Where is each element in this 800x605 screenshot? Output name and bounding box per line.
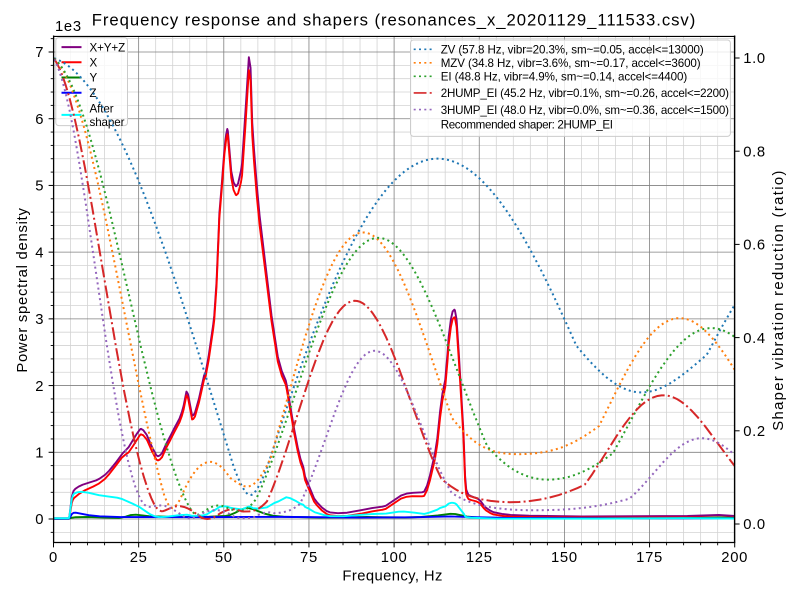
svg-text:0.8: 0.8 [743,144,766,160]
svg-text:0: 0 [49,550,58,566]
svg-text:125: 125 [466,550,493,566]
svg-text:shaper: shaper [90,116,125,129]
svg-text:0.0: 0.0 [743,517,766,533]
svg-text:75: 75 [300,550,318,566]
svg-text:50: 50 [215,550,233,566]
svg-text:100: 100 [381,550,408,566]
svg-text:MZV (34.8 Hz, vibr=3.6%, sm~=0: MZV (34.8 Hz, vibr=3.6%, sm~=0.17, accel… [441,57,701,70]
svg-text:0.6: 0.6 [743,238,766,254]
svg-text:3HUMP_EI (48.0 Hz, vibr=0.0%,: 3HUMP_EI (48.0 Hz, vibr=0.0%, sm~=0.36, … [441,104,729,117]
svg-text:1e3: 1e3 [55,19,82,35]
svg-text:ZV (57.8 Hz, vibr=20.3%, sm~=0: ZV (57.8 Hz, vibr=20.3%, sm~=0.05, accel… [441,44,704,57]
svg-text:6: 6 [35,112,44,128]
svg-text:25: 25 [130,550,148,566]
svg-text:Recommended shaper: 2HUMP_EI: Recommended shaper: 2HUMP_EI [441,119,613,132]
svg-text:Y: Y [90,72,98,85]
svg-text:Frequency response and shapers: Frequency response and shapers (resonanc… [92,11,696,30]
svg-text:7: 7 [35,45,44,61]
svg-text:X: X [90,57,98,70]
svg-text:After: After [90,102,114,115]
svg-text:3: 3 [35,312,44,328]
svg-text:Shaper vibration reduction (ra: Shaper vibration reduction (ratio) [771,169,787,430]
svg-text:Power spectral density: Power spectral density [15,207,31,372]
svg-text:5: 5 [35,179,44,195]
svg-text:1: 1 [35,445,44,461]
svg-text:200: 200 [721,550,748,566]
svg-text:4: 4 [35,245,44,261]
svg-text:0.4: 0.4 [743,331,766,347]
svg-text:0.2: 0.2 [743,424,766,440]
svg-text:150: 150 [551,550,578,566]
svg-text:175: 175 [636,550,663,566]
svg-text:Frequency, Hz: Frequency, Hz [342,569,442,585]
svg-text:1.0: 1.0 [743,51,766,67]
svg-text:EI (48.8 Hz, vibr=4.9%, sm~=0.: EI (48.8 Hz, vibr=4.9%, sm~=0.14, accel<… [441,71,688,84]
svg-text:2: 2 [35,379,44,395]
svg-text:X+Y+Z: X+Y+Z [90,41,126,54]
svg-text:2HUMP_EI (45.2 Hz, vibr=0.1%,: 2HUMP_EI (45.2 Hz, vibr=0.1%, sm~=0.26, … [441,87,729,100]
svg-text:0: 0 [35,512,44,528]
